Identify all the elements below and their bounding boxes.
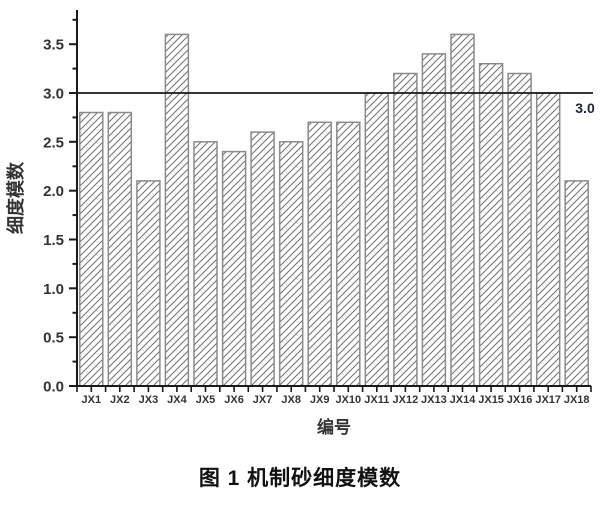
bar-JX12 [393, 72, 418, 387]
bar-JX3 [136, 180, 161, 387]
bar-JX14 [450, 33, 475, 387]
reference-line-label: 3.0 [575, 100, 595, 116]
x-axis-title: 编号 [317, 417, 351, 437]
y-tick-label-0.5: 0.5 [43, 330, 64, 347]
y-tick-label-2.0: 2.0 [43, 183, 64, 200]
bar-JX10 [336, 121, 361, 387]
x-tick-label-JX14: JX14 [450, 394, 477, 406]
x-tick-label-JX9: JX9 [310, 394, 330, 406]
bar-JX15 [478, 62, 504, 387]
y-axis-title: 细度模数 [5, 161, 26, 234]
y-tick-label-3.0: 3.0 [43, 86, 64, 103]
x-tick-label-JX8: JX8 [281, 394, 301, 406]
bar-JX17 [535, 92, 561, 387]
bar-chart-canvas: 3.0 0.0 0.5 1.0 1.5 2.0 2.5 3.0 3.5 JX1 JX2 JX3 JX4 J… [5, 10, 595, 437]
figure-caption: 图 1 机制砂细度模数 [198, 467, 402, 490]
bar-JX7 [250, 131, 275, 387]
x-tick-label-JX5: JX5 [196, 394, 216, 406]
x-tick-label-JX1: JX1 [82, 394, 102, 406]
bar-JX18 [564, 180, 589, 387]
x-tick-label-JX3: JX3 [139, 394, 159, 406]
y-tick-label-1.0: 1.0 [43, 281, 64, 298]
y-tick-label-2.5: 2.5 [43, 134, 64, 151]
bar-JX6 [221, 150, 247, 387]
bar-JX16 [507, 72, 532, 387]
x-tick-label-JX13: JX13 [421, 394, 447, 406]
x-tick-label-JX7: JX7 [253, 394, 273, 406]
x-tick-label-JX2: JX2 [110, 394, 130, 406]
x-tick-label-JX17: JX17 [535, 394, 561, 406]
bar-JX5 [193, 141, 218, 387]
x-tick-label-JX12: JX12 [393, 394, 419, 406]
y-tick-label-1.5: 1.5 [43, 232, 64, 249]
x-tick-label-JX16: JX16 [507, 394, 533, 406]
bar-JX13 [421, 53, 447, 387]
x-tick-label-JX15: JX15 [478, 394, 504, 406]
bar-JX8 [278, 141, 304, 387]
bar-JX11 [364, 92, 390, 387]
x-tick-label-JX11: JX11 [364, 394, 389, 406]
x-tick-label-JX4: JX4 [167, 394, 187, 406]
bar-JX4 [164, 33, 190, 387]
x-tick-label-JX6: JX6 [224, 394, 244, 406]
bar-JX9 [307, 121, 332, 387]
y-tick-label-3.5: 3.5 [43, 37, 64, 54]
x-tick-label-JX10: JX10 [335, 394, 361, 406]
bar-JX2 [107, 111, 133, 387]
bar-JX1 [79, 111, 104, 387]
y-tick-label-0.0: 0.0 [43, 379, 64, 396]
x-tick-label-JX18: JX18 [564, 394, 590, 406]
